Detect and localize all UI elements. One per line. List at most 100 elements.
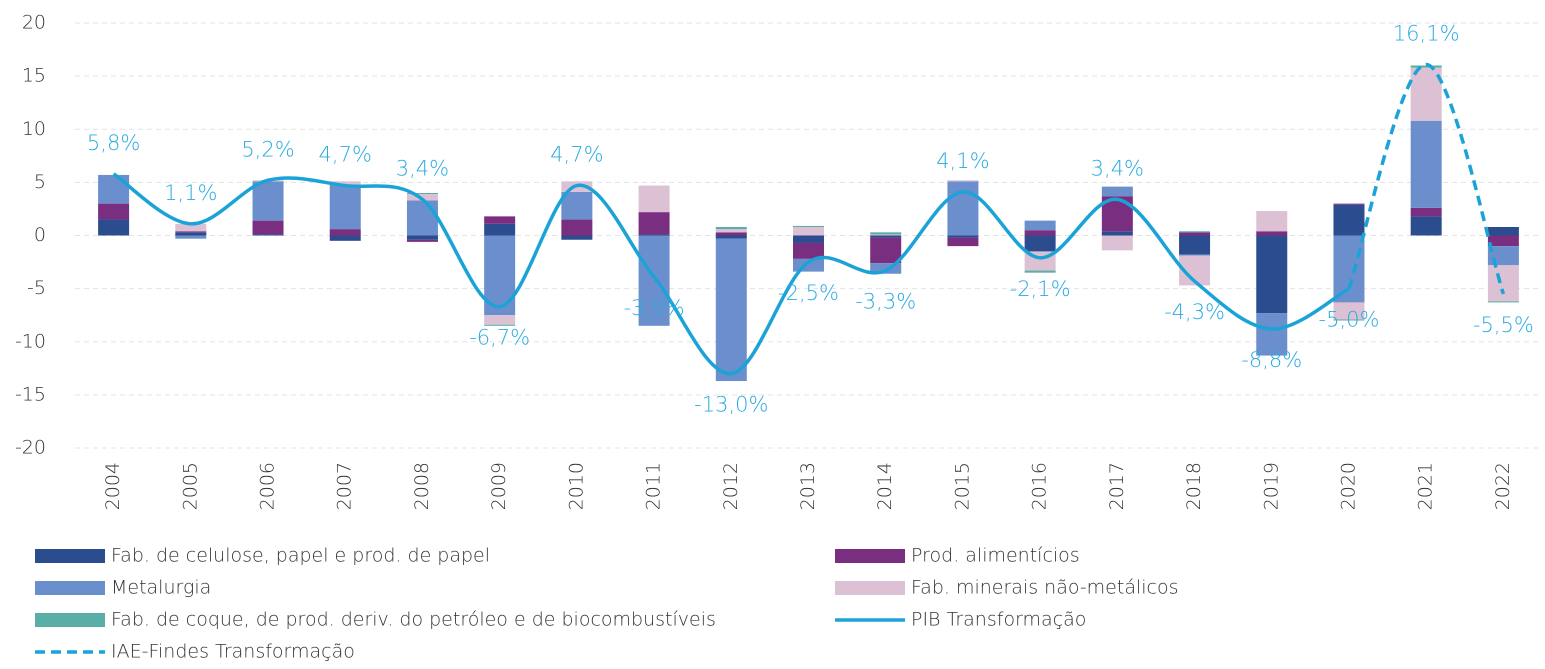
- bar-segment: [1333, 203, 1365, 205]
- bar-segment: [1024, 230, 1056, 236]
- x-tick-label: 2015: [951, 462, 973, 510]
- x-tick-label: 2016: [1029, 462, 1051, 510]
- y-tick-label: 5: [34, 171, 46, 193]
- bar-segment: [870, 232, 902, 235]
- legend-swatch: [35, 613, 105, 627]
- bar-segment: [1024, 235, 1056, 252]
- bar-segment: [715, 235, 747, 239]
- legend-label: Prod. alimentícios: [911, 545, 1080, 567]
- bar-segment: [1256, 313, 1288, 356]
- x-tick-label: 2006: [257, 462, 279, 510]
- data-label: -3,3%: [855, 290, 916, 314]
- bar-segment: [561, 235, 593, 240]
- bar-segment: [870, 234, 902, 236]
- bar-segment: [1256, 235, 1288, 314]
- x-tick-label: 2017: [1106, 462, 1128, 510]
- y-tick-label: 10: [22, 118, 46, 140]
- bar-segment: [175, 231, 207, 233]
- data-label: -13,0%: [694, 393, 768, 417]
- bar-segment: [561, 219, 593, 236]
- bar-segment: [406, 193, 438, 195]
- data-label: 4,7%: [550, 143, 603, 167]
- bar-segment: [1410, 120, 1442, 208]
- legend-label: Fab. de coque, de prod. deriv. do petról…: [111, 609, 716, 631]
- data-label: 16,1%: [1393, 21, 1460, 45]
- bar-segment: [1487, 227, 1519, 236]
- data-label: 5,8%: [87, 131, 140, 155]
- x-tick-label: 2019: [1260, 462, 1282, 510]
- y-tick-label: -20: [15, 437, 46, 459]
- bar-segment: [98, 219, 130, 236]
- bar-segment: [1333, 204, 1365, 236]
- data-label: 1,1%: [164, 181, 217, 205]
- x-tick-label: 2020: [1337, 462, 1359, 510]
- bar-segment: [870, 235, 902, 238]
- bar-segment: [484, 324, 516, 326]
- x-tick-label: 2011: [643, 462, 665, 510]
- bar-segment: [1024, 220, 1056, 231]
- bar-segment: [329, 229, 361, 236]
- bar-segment: [793, 225, 824, 227]
- y-tick-label: -10: [15, 330, 46, 352]
- bar-segment: [793, 227, 824, 236]
- bar-segment: [1024, 270, 1056, 273]
- bar-segment: [98, 203, 130, 220]
- data-label: 4,7%: [319, 143, 372, 167]
- bar-segment: [947, 235, 979, 238]
- data-label: -2,1%: [1010, 277, 1071, 301]
- bar-segment: [1101, 235, 1133, 251]
- bar-segment: [252, 234, 284, 236]
- bar-segment: [715, 227, 747, 230]
- bar-segment: [715, 238, 747, 382]
- x-tick-label: 2008: [411, 462, 433, 510]
- data-label: 5,2%: [241, 137, 294, 161]
- legend-swatch: [35, 549, 105, 563]
- bar-segment: [98, 174, 130, 204]
- bar-segment: [484, 216, 516, 224]
- legend-label: Fab. de celulose, papel e prod. de papel: [111, 545, 490, 567]
- data-label: -3,9%: [624, 296, 685, 320]
- bar-segment: [406, 239, 438, 242]
- bar-segment: [1487, 235, 1519, 247]
- bar-segment: [1410, 207, 1442, 217]
- bar-segment: [947, 180, 979, 182]
- bar-segment: [1410, 216, 1442, 236]
- legend-swatch: [35, 581, 105, 595]
- legend-swatch: [835, 581, 905, 595]
- bar-segment: [1333, 319, 1365, 321]
- bar-segment: [484, 315, 516, 325]
- legend-label: Fab. minerais não-metálicos: [911, 577, 1179, 599]
- bar-segment: [1256, 211, 1288, 232]
- bar-segment: [870, 237, 902, 264]
- bar-segment: [175, 235, 207, 239]
- bar-segment: [793, 242, 824, 259]
- bar-segment: [329, 181, 361, 185]
- data-label: 4,1%: [936, 149, 989, 173]
- bar-segment: [175, 223, 207, 232]
- y-tick-label: -5: [27, 277, 46, 299]
- legend-label: Metalurgia: [111, 577, 211, 599]
- y-tick-label: 20: [22, 12, 46, 34]
- bar-segment: [1487, 265, 1519, 302]
- y-tick-label: 15: [22, 65, 46, 87]
- x-tick-label: 2014: [874, 462, 896, 510]
- bar-segment: [638, 185, 670, 213]
- bar-segment: [715, 232, 747, 236]
- bar-segment: [1410, 65, 1442, 68]
- x-tick-label: 2022: [1492, 462, 1514, 510]
- x-tick-label: 2007: [334, 462, 356, 510]
- bar-segment: [1333, 302, 1365, 320]
- bar-segment: [175, 232, 207, 236]
- data-label: -4,3%: [1164, 300, 1225, 324]
- bar-segment: [638, 235, 670, 326]
- bar-segment: [252, 220, 284, 235]
- line-series: [112, 172, 1350, 376]
- bar-segment: [406, 235, 438, 240]
- bar-segment: [561, 191, 593, 220]
- bar-segment: [1179, 254, 1211, 256]
- bar-segment: [1101, 186, 1133, 197]
- legend-label: PIB Transformação: [911, 609, 1086, 631]
- bar-segment: [715, 229, 747, 233]
- bar-segment: [1179, 231, 1211, 233]
